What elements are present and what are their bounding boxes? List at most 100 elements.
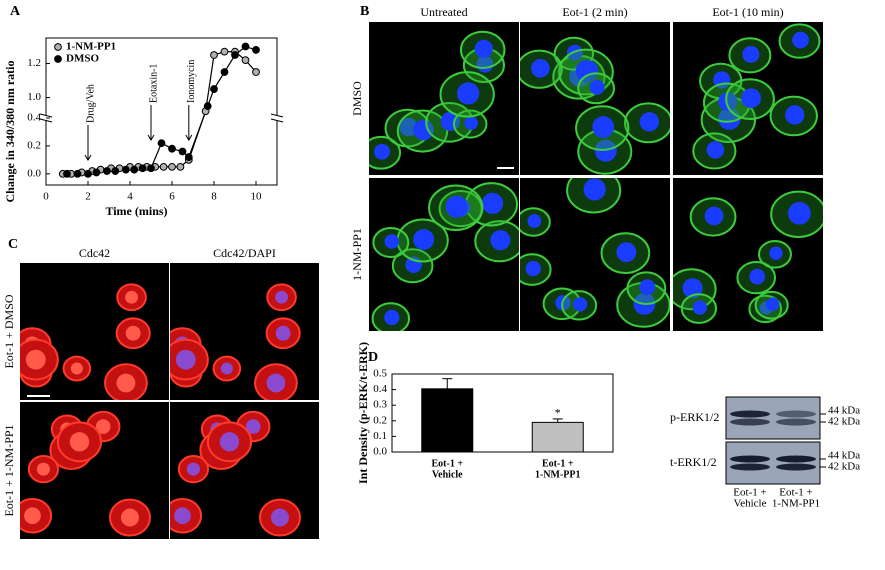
nucleus [384, 234, 400, 249]
nucleus [682, 278, 703, 299]
nucleus [525, 260, 541, 277]
cell-core [116, 373, 136, 393]
cell-core [220, 362, 233, 375]
lane-label: Vehicle [734, 498, 767, 510]
nucleus [583, 178, 606, 201]
y-tick-label: 1.2 [27, 57, 41, 69]
axis-break [39, 118, 53, 123]
data-point [210, 51, 218, 59]
nucleus [742, 45, 760, 63]
nucleus [531, 58, 550, 78]
cell-core [186, 462, 200, 476]
panel-label: D [368, 350, 378, 365]
marker-label: 44 kDa [828, 405, 860, 417]
nucleus [692, 300, 708, 315]
nucleus [718, 92, 738, 112]
blot-band [776, 455, 816, 463]
x-tick-label: 10 [251, 191, 263, 203]
y-tick-label: 0.0 [373, 446, 387, 458]
nucleus [440, 111, 461, 131]
data-point [220, 68, 229, 76]
y-tick-label: 0.2 [27, 139, 41, 151]
x-axis-title: Time (mins) [105, 204, 167, 218]
annotation-arrowhead [84, 154, 92, 161]
row-label: DMSO [350, 81, 364, 116]
nucleus [639, 112, 660, 132]
lane-label: Eot-1 + [733, 487, 766, 499]
blot-strip [725, 396, 821, 440]
nucleus [704, 206, 724, 226]
cells [692, 23, 821, 170]
x-tick-label: Eot-1 + [431, 458, 463, 469]
x-tick-label: 6 [169, 191, 175, 203]
data-point [168, 144, 176, 153]
annotation-arrowhead [185, 134, 193, 141]
annotation: Ionomycin [186, 60, 197, 103]
row-label: Eot-1 + DMSO [2, 294, 16, 368]
cells [20, 410, 151, 537]
data-point [138, 164, 147, 173]
axis-break [270, 113, 284, 118]
blot-band [730, 463, 770, 471]
nucleus [616, 242, 637, 263]
plot-frame [391, 373, 614, 453]
y-axis-title: Int Density (p-ERK/t-ERK) [356, 342, 370, 484]
cell-core [266, 373, 286, 393]
nucleus [474, 39, 493, 58]
nucleus [788, 201, 811, 225]
legend-marker [54, 43, 62, 51]
cells [371, 182, 519, 331]
data-point [63, 169, 71, 178]
data-point [220, 47, 229, 56]
blot-band [776, 410, 816, 418]
annotation-arrowhead [147, 134, 155, 141]
annotation: Drug/Veh [85, 84, 96, 123]
row-label: 1-NM-PP1 [350, 228, 364, 281]
nucleus [527, 214, 542, 228]
nucleus [639, 279, 656, 296]
column-label: Untreated [420, 5, 467, 19]
cell-core [36, 462, 50, 476]
column-label: Cdc42/DAPI [213, 246, 276, 260]
legend-marker [54, 55, 62, 63]
cell-core [95, 419, 111, 434]
legend-label: DMSO [66, 53, 99, 65]
blot-band [776, 418, 816, 426]
data-point [178, 147, 187, 156]
nucleus [374, 143, 390, 160]
nucleus [706, 141, 725, 159]
y-tick-label: 0.4 [27, 112, 41, 124]
nucleus [445, 195, 468, 218]
nucleus [413, 229, 435, 250]
row-label: Eot-1 + 1-NM-PP1 [2, 424, 16, 516]
cells [170, 410, 301, 537]
x-tick-label: 1-NM-PP1 [535, 469, 581, 480]
data-point [241, 42, 250, 51]
data-point [92, 168, 101, 177]
data-point [159, 162, 168, 171]
cell-core [270, 508, 289, 527]
nucleus [749, 268, 766, 285]
data-point [157, 139, 166, 148]
data-point [111, 167, 120, 175]
x-tick-label: Eot-1 + [542, 458, 574, 469]
cells [520, 178, 670, 328]
x-tick-label: 2 [85, 191, 91, 203]
cell-core [175, 349, 196, 370]
plot-frame [45, 37, 278, 186]
data-point [252, 46, 260, 54]
data-point [241, 56, 250, 65]
blot-row-label: p-ERK1/2 [670, 410, 719, 424]
y-axis-title: Change in 340/380 nm ratio [3, 60, 17, 202]
lane-label: 1-NM-PP1 [772, 498, 820, 510]
nucleus [575, 59, 599, 83]
panel-label: A [10, 4, 21, 19]
nucleus [718, 107, 741, 130]
y-tick-label: 0.0 [27, 167, 41, 179]
data-point [84, 169, 92, 178]
x-tick-label: 0 [43, 191, 49, 203]
cell-core [25, 349, 46, 370]
cells [20, 283, 151, 400]
data-point [203, 102, 212, 110]
